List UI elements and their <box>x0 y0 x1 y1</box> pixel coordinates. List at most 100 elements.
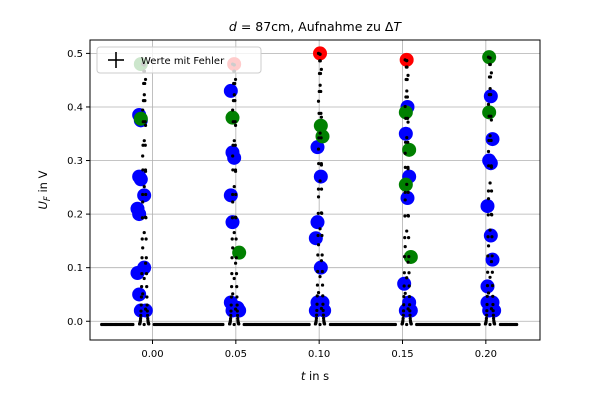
x-tick-label: 0.15 <box>391 349 413 360</box>
peak-dot <box>234 256 238 260</box>
peak-dot <box>320 283 325 287</box>
blue-circle-marker <box>232 303 247 318</box>
green-circle-marker <box>403 249 418 264</box>
peak-dot <box>316 269 320 274</box>
peak-dot <box>234 271 239 276</box>
peak-dot <box>143 143 147 147</box>
peak-dot <box>485 309 489 313</box>
y-tick-label: 0.4 <box>67 102 83 113</box>
peak-dot <box>143 261 148 265</box>
blue-circle-marker <box>310 215 325 230</box>
peak-dot <box>233 81 237 86</box>
peak-dot <box>406 213 410 218</box>
peak-dot <box>233 261 238 265</box>
peak-dot <box>319 67 323 71</box>
peak-dot <box>233 143 237 147</box>
peak-dot <box>144 237 148 241</box>
peak-dot <box>489 165 493 169</box>
peak-dot <box>316 99 321 103</box>
peak-dot <box>316 187 321 191</box>
peak-dot <box>489 259 494 264</box>
y-tick-label: 0.1 <box>67 263 83 274</box>
peak-dot <box>229 309 233 313</box>
green-circle-marker <box>133 111 148 126</box>
peak-dot <box>488 134 492 138</box>
peak-dot <box>144 307 148 311</box>
peak-dot <box>316 253 320 257</box>
peak-dot <box>485 294 489 298</box>
peak-dot <box>231 192 235 197</box>
peak-dot <box>140 271 144 276</box>
peak-dot <box>233 169 238 173</box>
peak-dot <box>315 308 319 313</box>
peak-dot <box>319 111 323 115</box>
peak-dot <box>233 215 238 219</box>
peak-dot <box>232 185 236 189</box>
peak-dot <box>231 200 235 204</box>
peak-dot <box>233 99 237 103</box>
peak-dot <box>142 93 146 97</box>
peak-dot <box>408 303 412 307</box>
peak-dot <box>403 58 407 62</box>
legend-plus-icon <box>108 52 124 68</box>
peak-dot <box>491 302 495 307</box>
peak-dot <box>316 147 321 151</box>
peak-dot <box>147 322 151 326</box>
peak-dot <box>403 198 407 202</box>
peak-dot <box>486 55 491 59</box>
peak-dot <box>235 313 240 318</box>
blue-circle-marker <box>485 132 500 147</box>
blue-circle-marker <box>480 199 495 214</box>
peak-dot <box>143 215 148 219</box>
peak-dot <box>406 73 410 77</box>
peak-dot <box>316 211 320 215</box>
peak-dot <box>407 271 411 275</box>
peak-dot <box>317 161 321 166</box>
peak-dot <box>234 192 238 197</box>
peak-dot <box>405 65 409 69</box>
peak-dot <box>143 77 148 82</box>
blue-circle-marker <box>398 126 413 141</box>
peak-dot <box>317 136 321 140</box>
peak-dot <box>403 140 408 144</box>
peak-dot <box>315 302 319 306</box>
peak-dot <box>490 254 494 258</box>
x-axis-label: t in s <box>301 369 329 383</box>
peak-dot <box>489 118 493 122</box>
peak-dot <box>485 302 489 307</box>
peak-dot <box>319 163 323 167</box>
peak-dot <box>406 120 410 124</box>
peak-dot <box>403 104 407 109</box>
peak-dot <box>403 190 407 194</box>
x-tick-label: 0.00 <box>141 349 163 360</box>
peak-dot <box>139 309 143 313</box>
peak-dot <box>403 236 407 240</box>
peak-dot <box>487 138 491 143</box>
x-tick-label: 0.20 <box>475 349 497 360</box>
peak-dot <box>235 295 239 299</box>
peak-dot <box>318 131 322 135</box>
blue-circle-marker <box>397 276 412 291</box>
blue-circle-marker <box>400 191 415 206</box>
blue-circle-marker <box>133 172 148 187</box>
peak-dot <box>143 120 147 124</box>
peak-dot <box>139 303 143 307</box>
peak-dot <box>141 168 145 172</box>
peak-dot <box>233 120 237 124</box>
green-circle-marker <box>313 118 328 133</box>
blue-circle-marker <box>227 150 242 165</box>
peak-dot <box>319 259 324 263</box>
green-circle-marker <box>398 105 413 120</box>
peak-dot <box>321 302 325 306</box>
peak-dot <box>488 228 492 232</box>
peak-dot <box>231 292 235 296</box>
peak-dot <box>237 322 241 326</box>
peak-dot <box>230 285 234 289</box>
baseline-dot <box>515 322 519 327</box>
peak-dot <box>402 284 406 288</box>
peak-dot <box>234 237 238 241</box>
peak-dot <box>488 322 492 327</box>
blue-circle-marker <box>310 140 325 155</box>
peak-dot <box>402 294 406 299</box>
peak-dot <box>401 313 405 317</box>
